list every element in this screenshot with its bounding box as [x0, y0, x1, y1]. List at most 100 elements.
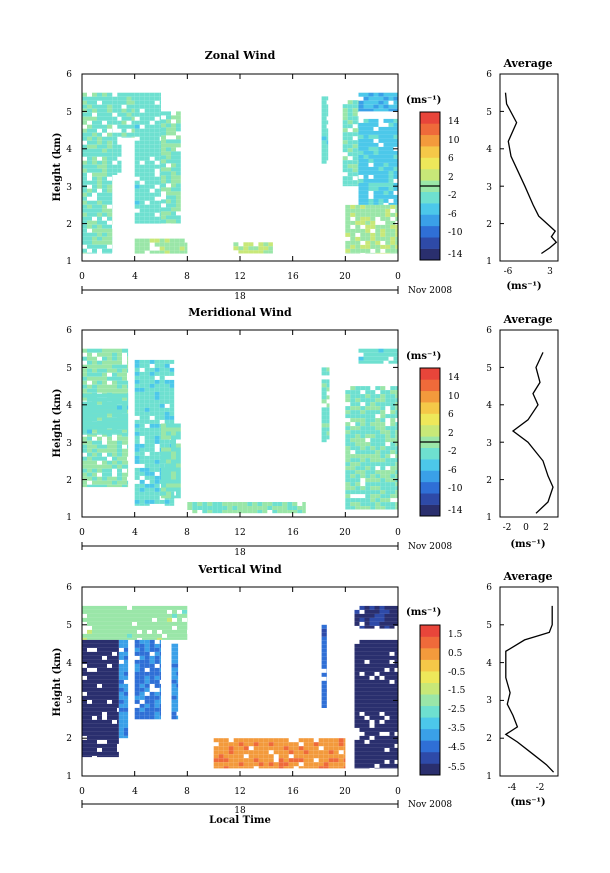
heat-cell — [384, 651, 390, 656]
heat-cell — [364, 723, 370, 728]
zonal-cb-m10: -10 — [448, 228, 463, 238]
zonal-ytick-6: 6 — [66, 70, 72, 80]
heat-cell — [171, 215, 176, 220]
heat-cell — [171, 711, 177, 716]
heat-cell — [123, 735, 129, 739]
vertical-date-day: 18 — [234, 806, 246, 816]
heat-cell — [390, 450, 396, 455]
heat-cell — [92, 413, 97, 418]
heat-cell — [154, 238, 160, 243]
heat-cell — [379, 695, 385, 700]
heat-cell — [107, 651, 112, 656]
heat-cell — [393, 92, 398, 97]
heat-cell — [384, 679, 390, 684]
heat-cell — [393, 100, 398, 105]
heat-cell — [345, 498, 351, 503]
heat-cell — [384, 647, 390, 652]
heat-cell — [154, 483, 160, 488]
heat-cell — [166, 175, 171, 180]
heat-cell — [378, 108, 384, 112]
heat-cell — [374, 695, 380, 700]
heat-cell — [139, 140, 145, 145]
heat-cell — [118, 643, 124, 648]
heat-cell — [395, 386, 398, 391]
heat-cell — [134, 367, 140, 372]
vertical-ytick-3: 3 — [66, 696, 72, 706]
heat-cell — [161, 475, 166, 480]
heat-cell — [389, 617, 395, 622]
heat-cell — [144, 675, 150, 680]
heat-cell — [321, 136, 327, 141]
heat-cell — [82, 164, 87, 169]
heat-cell — [395, 506, 398, 510]
heat-cell — [365, 494, 371, 499]
heat-cell — [102, 643, 107, 648]
heat-cell — [357, 120, 359, 125]
heat-cell — [87, 100, 92, 105]
heat-cell — [127, 613, 132, 618]
heat-cell — [253, 738, 259, 743]
heat-cell — [395, 494, 398, 499]
heat-cell — [394, 643, 398, 648]
heat-cell — [144, 443, 150, 448]
heat-cell — [112, 625, 117, 630]
heat-cell — [112, 417, 117, 422]
heat-cell — [347, 112, 353, 117]
heat-cell — [87, 452, 92, 457]
heat-cell — [357, 160, 359, 165]
heat-cell — [127, 444, 129, 449]
heat-cell — [107, 452, 112, 457]
heat-cell — [139, 387, 145, 392]
heat-cell — [149, 419, 155, 424]
heat-cell — [154, 108, 160, 113]
heat-cell — [82, 755, 87, 758]
heat-cell — [159, 675, 161, 680]
heat-cell — [369, 625, 375, 629]
heat-cell — [171, 423, 176, 428]
heat-cell — [395, 446, 398, 451]
heat-cell — [102, 663, 107, 668]
heat-cell — [373, 190, 379, 195]
heat-cell — [102, 639, 107, 644]
heat-cell — [147, 625, 152, 630]
heat-cell — [112, 647, 117, 652]
heat-cell — [171, 667, 177, 672]
heat-cell — [184, 246, 188, 251]
heat-cell — [149, 96, 155, 101]
heat-cell — [370, 438, 376, 443]
heat-cell — [228, 758, 234, 763]
heat-cell — [117, 675, 119, 680]
heat-cell — [192, 506, 198, 510]
heat-cell — [166, 195, 171, 200]
heat-cell — [97, 715, 102, 720]
heat-cell — [389, 671, 395, 676]
heat-cell — [92, 452, 97, 457]
heat-cell — [134, 459, 140, 464]
heat-cell — [154, 128, 160, 133]
heat-cell — [393, 162, 398, 167]
heat-cell — [87, 476, 92, 481]
heat-cell — [118, 699, 124, 704]
heat-cell — [308, 750, 314, 755]
heat-cell — [87, 164, 92, 169]
heat-cell — [357, 180, 359, 185]
heat-cell — [112, 364, 117, 369]
heat-cell — [107, 120, 112, 125]
heat-cell — [161, 479, 166, 484]
heat-cell — [139, 176, 145, 181]
heat-cell — [390, 422, 396, 427]
heat-cell — [149, 152, 155, 157]
heat-cell — [144, 242, 150, 247]
heat-cell — [117, 120, 122, 125]
heat-cell — [278, 762, 284, 767]
heat-cell — [355, 418, 361, 423]
heat-cell — [107, 364, 112, 369]
heat-cell — [117, 723, 119, 728]
heat-cell — [393, 166, 398, 171]
heat-cell — [159, 715, 161, 720]
heat-cell — [393, 158, 398, 163]
heat-cell — [92, 472, 97, 477]
heat-cell — [112, 440, 117, 445]
heat-cell — [358, 154, 364, 159]
heat-cell — [385, 244, 391, 249]
